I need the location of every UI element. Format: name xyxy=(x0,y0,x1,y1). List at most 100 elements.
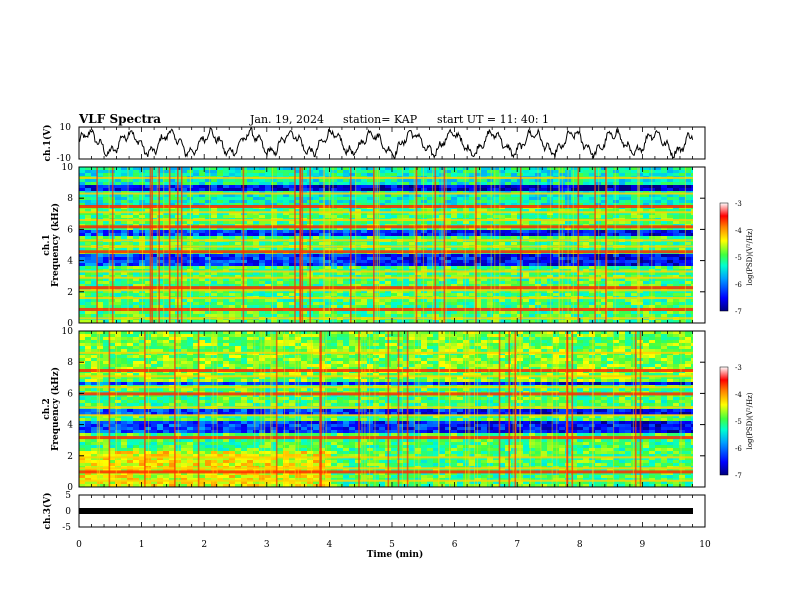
spectrogram-cell xyxy=(247,284,253,287)
spectrogram-cell xyxy=(475,227,481,230)
spectrogram-cell xyxy=(259,290,265,293)
spectrogram-cell xyxy=(91,167,97,170)
spectrogram-cell xyxy=(631,221,637,224)
spectrogram-cell xyxy=(361,302,367,305)
spectrogram-cell xyxy=(205,248,211,251)
spectrogram-cell xyxy=(313,221,319,224)
spectrogram-cell xyxy=(379,305,385,308)
spectrogram-cell xyxy=(481,221,487,224)
spectrogram-cell xyxy=(85,191,91,194)
spectrogram-cell xyxy=(337,209,343,212)
spectrogram-cell xyxy=(103,179,109,182)
spectrogram-cell xyxy=(421,242,427,245)
spectrogram-cell xyxy=(319,290,325,293)
spectrogram-cell xyxy=(541,290,547,293)
spectrogram-cell xyxy=(481,248,487,251)
spectrogram-cell xyxy=(277,200,283,203)
spectrogram-cell xyxy=(301,236,307,239)
spectrogram-cell xyxy=(85,272,91,275)
spectrogram-cell xyxy=(457,305,463,308)
spectrogram-cell xyxy=(163,185,169,188)
spectrogram-cell xyxy=(193,281,199,284)
spectrogram-cell xyxy=(235,200,241,203)
spectrogram-cell xyxy=(79,194,85,197)
spectrogram-cell xyxy=(673,197,679,200)
spectrogram-cell xyxy=(679,242,685,245)
spectrogram-cell xyxy=(571,236,577,239)
spectrogram-cell xyxy=(547,254,553,257)
spectrogram-cell xyxy=(361,269,367,272)
spectrogram-cell xyxy=(547,182,553,185)
spectrogram-cell xyxy=(133,257,139,260)
spectrogram-cell xyxy=(265,311,271,314)
spectrogram-cell xyxy=(661,242,667,245)
spectrogram-cell xyxy=(397,299,403,302)
spectrogram-cell xyxy=(601,305,607,308)
spectrogram-cell xyxy=(577,284,583,287)
spectrogram-cell xyxy=(115,227,121,230)
spectrogram-cell xyxy=(571,260,577,263)
spectrogram-cell xyxy=(631,233,637,236)
spectrogram-cell xyxy=(577,227,583,230)
spectrogram-cell xyxy=(409,209,415,212)
spectrogram-cell xyxy=(541,293,547,296)
spectrogram-cell xyxy=(391,299,397,302)
spectrogram-cell xyxy=(673,248,679,251)
spectrogram-cell xyxy=(391,305,397,308)
spectrogram-cell xyxy=(391,230,397,233)
spectrogram-cell xyxy=(97,284,103,287)
spectrogram-cell xyxy=(583,281,589,284)
spectrogram-cell xyxy=(145,269,151,272)
spectrogram-cell xyxy=(133,260,139,263)
spectrogram-cell xyxy=(481,269,487,272)
spectrogram-cell xyxy=(505,281,511,284)
spectrogram-cell xyxy=(343,221,349,224)
spectrogram-cell xyxy=(343,266,349,269)
spectrogram-cell xyxy=(523,242,529,245)
spectrogram-cell xyxy=(355,299,361,302)
spectrogram-cell xyxy=(403,299,409,302)
spectrogram-cell xyxy=(643,236,649,239)
spectrogram-cell xyxy=(193,305,199,308)
spectrogram-cell xyxy=(127,278,133,281)
spectrogram-cell xyxy=(295,311,301,314)
spectrogram-cell xyxy=(349,185,355,188)
spectrogram-cell xyxy=(475,233,481,236)
spectrogram-cell xyxy=(247,278,253,281)
spectrogram-cell xyxy=(499,299,505,302)
spectrogram-cell xyxy=(493,299,499,302)
spectrogram-cell xyxy=(103,185,109,188)
spectrogram-cell xyxy=(331,260,337,263)
spectrogram-cell xyxy=(385,305,391,308)
spectrogram-cell xyxy=(499,293,505,296)
spectrogram-cell xyxy=(217,230,223,233)
spectrogram-cell xyxy=(151,290,157,293)
spectrogram-cell xyxy=(289,311,295,314)
spectrogram-cell xyxy=(661,278,667,281)
spectrogram-cell xyxy=(487,284,493,287)
spectrogram-cell xyxy=(673,263,679,266)
spectrogram-cell xyxy=(415,230,421,233)
spectrogram-cell xyxy=(145,275,151,278)
spectrogram-cell xyxy=(475,167,481,170)
spectrogram-cell xyxy=(265,305,271,308)
spectrogram-cell xyxy=(283,203,289,206)
spectrogram-cell xyxy=(361,230,367,233)
spectrogram-cell xyxy=(253,260,259,263)
spectrogram-cell xyxy=(217,257,223,260)
spectrogram-cell xyxy=(481,185,487,188)
spectrogram-cell xyxy=(385,185,391,188)
spectrogram-cell xyxy=(205,179,211,182)
spectrogram-cell xyxy=(667,170,673,173)
spectrogram-cell xyxy=(457,170,463,173)
spectrogram-cell xyxy=(385,281,391,284)
spectrogram-cell xyxy=(133,242,139,245)
spectrogram-cell xyxy=(589,170,595,173)
spectrogram-cell xyxy=(253,248,259,251)
spectrogram-cell xyxy=(601,221,607,224)
spectrogram-cell xyxy=(631,182,637,185)
spectrogram-cell xyxy=(385,167,391,170)
spectrogram-cell xyxy=(223,236,229,239)
spectrogram-cell xyxy=(403,236,409,239)
spectrogram-cell xyxy=(679,272,685,275)
